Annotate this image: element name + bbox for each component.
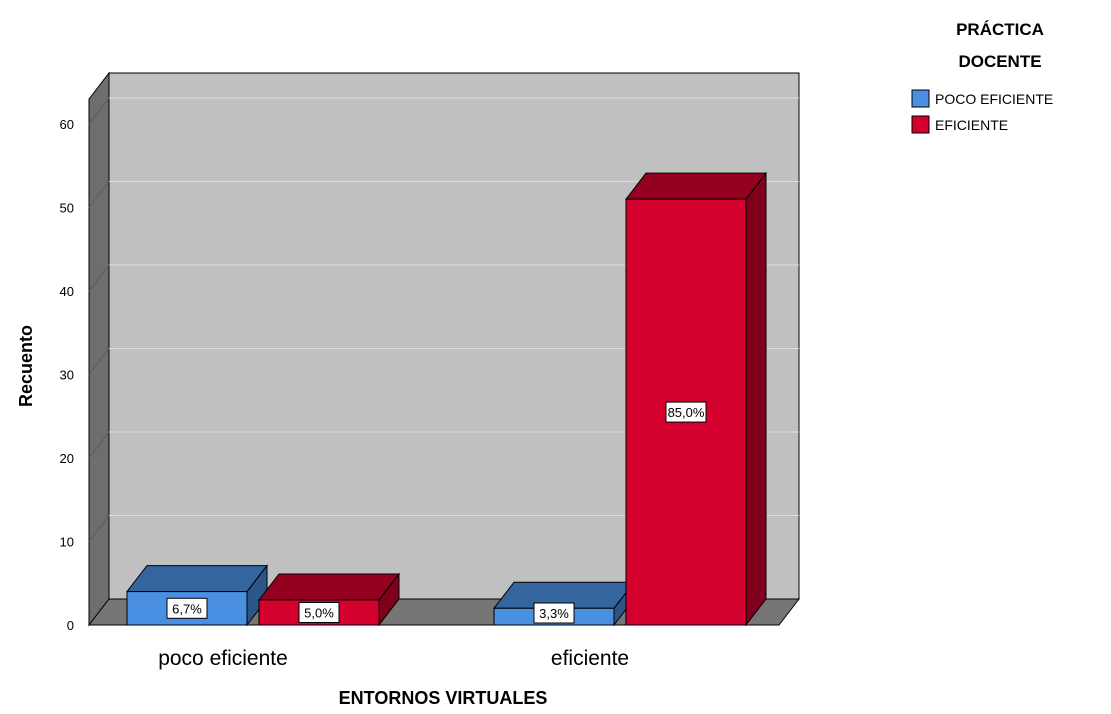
bar-top	[626, 173, 766, 199]
y-tick-label: 0	[67, 618, 74, 633]
y-tick-label: 40	[60, 284, 74, 299]
data-label: 85,0%	[666, 402, 706, 422]
data-label-text: 3,3%	[539, 606, 569, 621]
data-label: 6,7%	[167, 598, 207, 618]
legend-label: EFICIENTE	[935, 117, 1008, 133]
bar-top	[127, 566, 267, 592]
legend-title-line-1: PRÁCTICA	[956, 20, 1044, 39]
y-tick-label: 10	[60, 535, 74, 550]
legend-title-line-2: DOCENTE	[958, 52, 1041, 71]
y-axis-title: Recuento	[16, 325, 36, 407]
data-label: 3,3%	[534, 603, 574, 623]
y-axis-ticks: 0 10 20 30 40 50 60	[60, 117, 74, 633]
legend: PRÁCTICA DOCENTE POCO EFICIENTE EFICIENTE	[912, 20, 1053, 133]
bar-top	[259, 574, 399, 600]
data-label: 5,0%	[299, 602, 339, 622]
bar	[626, 173, 766, 625]
x-axis-categories: poco eficiente eficiente	[158, 647, 629, 670]
legend-entry: EFICIENTE	[912, 116, 1008, 133]
x-category-label: poco eficiente	[158, 647, 288, 670]
side-wall	[89, 73, 109, 625]
y-tick-label: 60	[60, 117, 74, 132]
data-label-text: 5,0%	[304, 605, 334, 620]
data-label-text: 85,0%	[668, 405, 705, 420]
data-label-text: 6,7%	[172, 601, 202, 616]
x-category-label: eficiente	[551, 647, 629, 670]
legend-swatch	[912, 90, 929, 107]
bar-side	[746, 173, 766, 625]
legend-label: POCO EFICIENTE	[935, 91, 1053, 107]
x-axis-title: ENTORNOS VIRTUALES	[339, 688, 548, 708]
y-tick-label: 50	[60, 201, 74, 216]
y-tick-label: 30	[60, 368, 74, 383]
y-tick-label: 20	[60, 451, 74, 466]
legend-entry: POCO EFICIENTE	[912, 90, 1053, 107]
legend-swatch	[912, 116, 929, 133]
